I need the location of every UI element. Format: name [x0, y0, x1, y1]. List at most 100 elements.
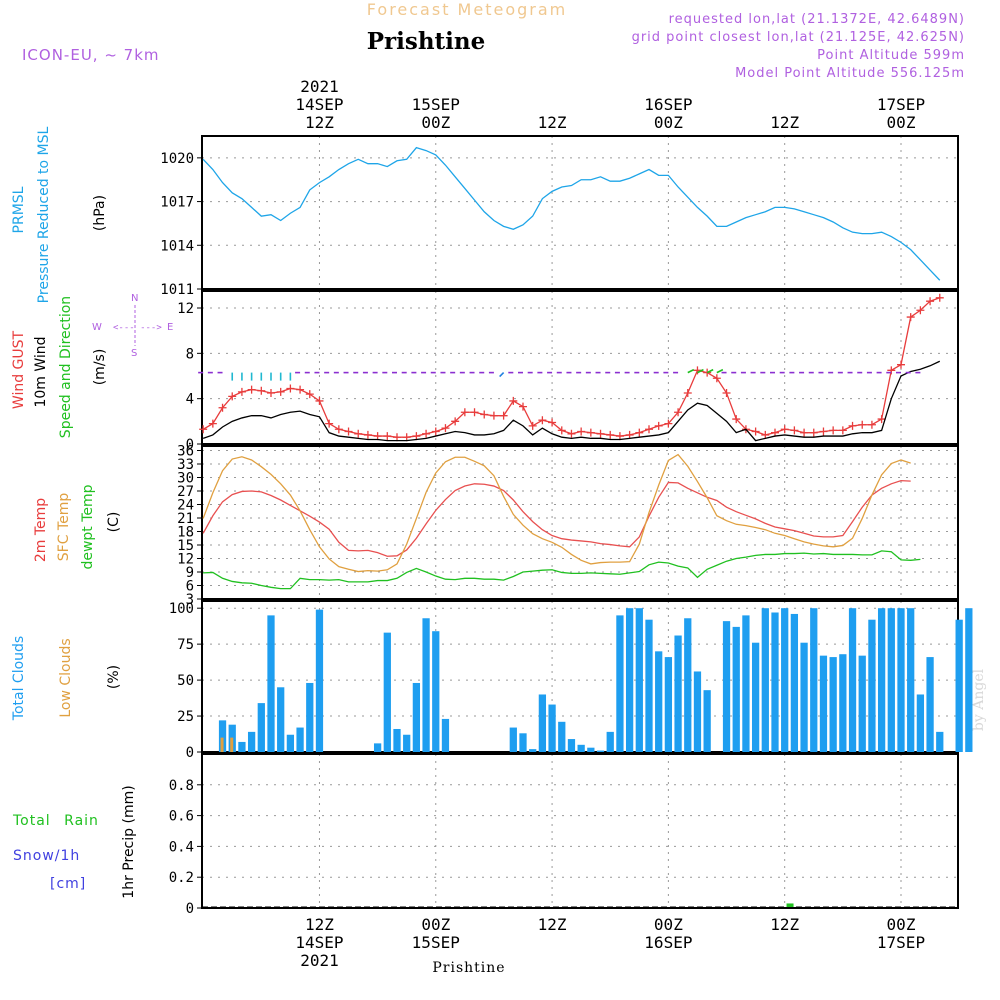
cloud-bar [306, 682, 314, 752]
gridpoint-coords: grid point closest lon,lat (21.125E, 42.… [632, 30, 965, 45]
cloud-bar [751, 642, 760, 752]
y-tick-label: 25 [177, 709, 194, 725]
y-tick-label: 0.8 [169, 778, 194, 794]
gust-marker [315, 396, 324, 405]
gust-marker [693, 366, 702, 375]
gust-marker [509, 396, 518, 405]
gust-marker [809, 428, 818, 437]
gust-marker [780, 425, 789, 434]
gust-marker [402, 433, 411, 442]
cloud-bar [684, 618, 692, 752]
total-clouds-label: Total Clouds [11, 636, 27, 721]
y-tick-label: 0 [186, 745, 194, 761]
y-tick-label: 6 [186, 579, 194, 595]
cloud-bar [839, 654, 847, 752]
cloud-bar [432, 631, 440, 752]
date-label: 15SEP [412, 933, 460, 952]
low-cloud-bar [230, 737, 234, 752]
cloud-bar [897, 608, 905, 752]
sfc-label: SFC Temp [56, 493, 72, 562]
y-tick-label: 21 [177, 511, 194, 527]
cloud-bar [674, 635, 682, 752]
cloud-bar [887, 608, 895, 752]
year-label: 2021 [300, 77, 339, 96]
y-tick-label: 36 [177, 444, 194, 460]
time-tick-label: 12Z [538, 915, 567, 934]
rain-label: Total Rain [12, 813, 99, 829]
gust-marker [887, 366, 896, 375]
gust-marker [819, 427, 828, 436]
cloud-bar [509, 727, 517, 752]
cloud-bar [548, 704, 556, 752]
cloud-bar [781, 608, 789, 752]
gust-marker [296, 385, 305, 394]
time-tick-label: 00Z [421, 113, 450, 132]
gust-marker [422, 429, 431, 438]
gust-marker [877, 415, 886, 424]
gust-marker [528, 421, 537, 430]
gust-marker [586, 428, 595, 437]
cloud-bar [587, 747, 595, 752]
date-label: 16SEP [644, 933, 692, 952]
cloud-bar [296, 727, 304, 752]
cloud-bar [558, 721, 566, 752]
gust-marker [771, 428, 779, 437]
gust-marker [926, 297, 935, 306]
gust-marker [722, 389, 731, 397]
gust-marker [557, 426, 566, 435]
wind-dir-label: Speed and Direction [58, 296, 74, 438]
gust-marker [538, 416, 547, 425]
gust-marker [906, 313, 915, 322]
cloud-bar [567, 739, 576, 752]
prmsl-label: PRMSL [11, 186, 27, 233]
gust-marker [460, 408, 469, 417]
cloud-bar [936, 731, 944, 752]
cloud-bar [422, 618, 430, 752]
cloud-bar [800, 642, 808, 752]
wind-unit: (m/s) [92, 349, 108, 386]
snow-label: Snow/1h [13, 848, 80, 864]
cloud-bar [645, 619, 653, 752]
wind-direction-arrow [697, 368, 704, 374]
gust-marker [218, 403, 227, 412]
wind-direction-arrow [687, 368, 695, 374]
watermark: by Angel [971, 668, 987, 731]
panel-frame [201, 290, 959, 445]
cloud-bar [732, 626, 740, 752]
gust-marker [344, 427, 353, 436]
cloud-bar [693, 671, 702, 752]
y-tick-label: 8 [186, 346, 194, 362]
footer-location: Prishtine [432, 960, 505, 976]
y-tick-label: 4 [186, 392, 194, 408]
gust-marker [441, 424, 450, 433]
wind-direction-arrow [706, 368, 714, 374]
snow-unit: [cm] [50, 876, 86, 892]
series-line-2m-temp [202, 479, 911, 557]
y-tick-label: 18 [177, 525, 194, 541]
cloud-bar [247, 731, 256, 752]
time-tick-label: 12Z [305, 915, 334, 934]
cloud-bar [393, 728, 401, 752]
y-tick-label: 100 [169, 601, 194, 617]
cloud-bar [848, 608, 857, 752]
gust-marker [325, 419, 334, 428]
y-tick-label: 1011 [160, 282, 194, 298]
gust-label: Wind GUST [11, 330, 27, 409]
y-tick-label: 0.4 [169, 839, 194, 855]
time-tick-label: 00Z [887, 113, 916, 132]
panel-3: 0 25 50 75 100 [169, 600, 973, 761]
panel-4: 0 0.2 0.4 0.6 0.8 [169, 753, 959, 917]
precip-labels: Total Rain Snow/1h [cm] 1hr Precip (mm) [12, 785, 137, 898]
gust-marker [683, 389, 692, 397]
y-tick-label: 12 [177, 301, 194, 317]
location-title: Prishtine [367, 28, 486, 55]
date-label: 17SEP [877, 933, 925, 952]
gust-marker [625, 430, 634, 439]
temp-unit: (C) [106, 512, 122, 533]
y-tick-label: 15 [177, 538, 194, 554]
gust-marker [751, 427, 760, 436]
rain-bar [786, 903, 794, 907]
date-label: 16SEP [644, 95, 692, 114]
